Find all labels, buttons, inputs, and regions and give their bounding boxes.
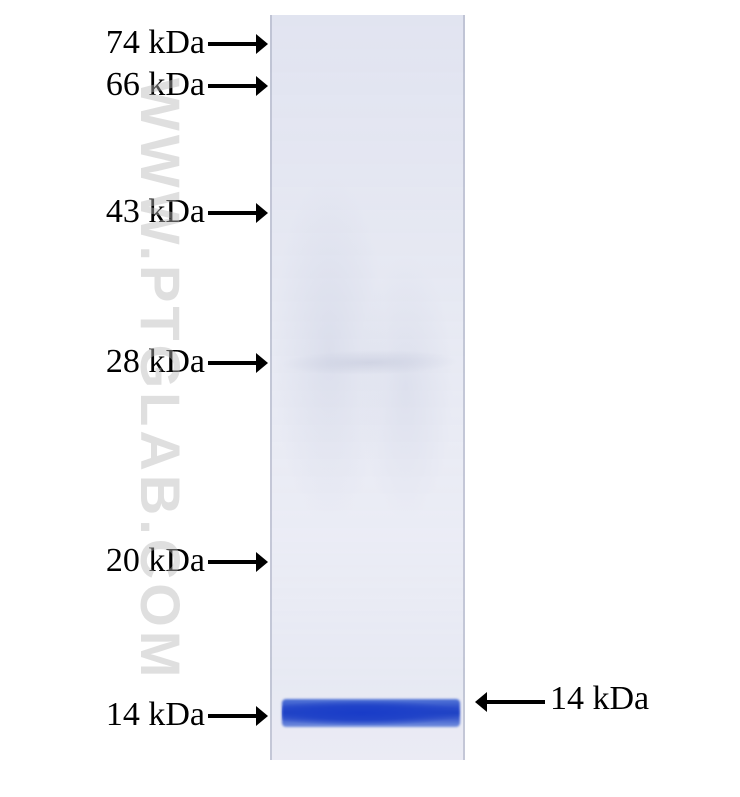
gel-lane bbox=[270, 15, 465, 760]
marker-arrow bbox=[208, 550, 270, 574]
marker-arrow bbox=[208, 351, 270, 375]
marker-label-0: 74 kDa bbox=[85, 24, 205, 62]
marker-label-2: 43 kDa bbox=[85, 193, 205, 231]
gel-texture bbox=[272, 15, 463, 760]
marker-label-1: 66 kDa bbox=[85, 66, 205, 104]
result-label: 14 kDa bbox=[550, 680, 649, 718]
marker-label-4: 20 kDa bbox=[85, 542, 205, 580]
marker-label-5: 14 kDa bbox=[85, 696, 205, 734]
marker-arrow bbox=[208, 74, 270, 98]
marker-arrow bbox=[208, 32, 270, 56]
marker-arrow bbox=[208, 704, 270, 728]
protein-band-overlay bbox=[282, 701, 460, 725]
result-arrow bbox=[475, 690, 547, 714]
marker-label-3: 28 kDa bbox=[85, 343, 205, 381]
marker-arrow bbox=[208, 201, 270, 225]
gel-image-container: WWW.PTGLAB.COM 74 kDa 66 kDa 43 kDa 28 k… bbox=[0, 0, 740, 797]
